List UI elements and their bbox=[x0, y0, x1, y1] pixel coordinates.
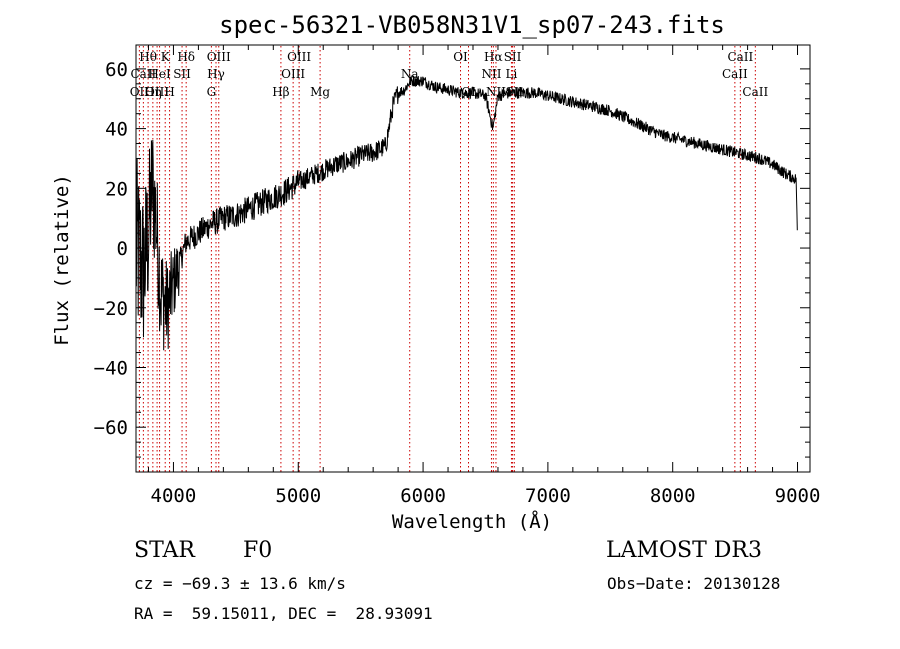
redshift-cz: cz = −69.3 ± 13.6 km/s bbox=[134, 574, 346, 593]
line-label-h: H bbox=[164, 85, 174, 99]
line-label-oiii: OIII bbox=[207, 50, 231, 64]
line-label-oiii: OIII bbox=[145, 85, 169, 99]
coordinates: RA = 59.15011, DEC = 28.93091 bbox=[134, 604, 433, 623]
x-axis: 4000 5000 6000 7000 8000 9000 bbox=[147, 45, 821, 507]
line-label-sii: SII bbox=[504, 50, 522, 64]
x-tick-label: 4000 bbox=[151, 485, 197, 507]
y-tick-label: 60 bbox=[105, 59, 128, 81]
survey-name: LAMOST DR3 bbox=[606, 538, 762, 563]
x-axis-label: Wavelength (Å) bbox=[392, 510, 552, 533]
y-tick-label: 20 bbox=[105, 178, 128, 200]
x-tick-label: 6000 bbox=[400, 485, 446, 507]
y-tick-label: −20 bbox=[94, 298, 128, 320]
line-label-hα: Hα bbox=[484, 50, 503, 64]
y-axis-label: Flux (relative) bbox=[51, 174, 73, 346]
y-tick-label: 40 bbox=[105, 119, 128, 141]
object-class: STAR bbox=[134, 538, 195, 563]
line-label-hβ: Hβ bbox=[272, 85, 289, 99]
line-label-hδ: Hδ bbox=[177, 50, 195, 64]
observation-date: Obs−Date: 20130128 bbox=[607, 574, 781, 593]
y-axis: −60 −40 −20 0 20 40 60 bbox=[94, 59, 810, 458]
line-label-caii: CaII bbox=[742, 85, 768, 99]
line-label-k: K bbox=[161, 50, 171, 64]
x-tick-label: 9000 bbox=[775, 485, 821, 507]
line-label-caii: CaII bbox=[727, 50, 753, 64]
y-tick-label: −60 bbox=[94, 417, 128, 439]
spectrum-line bbox=[135, 75, 798, 351]
plot-frame bbox=[135, 44, 811, 473]
object-subclass: F0 bbox=[243, 538, 273, 563]
line-label-na: Na bbox=[401, 67, 419, 81]
emission-line-markers bbox=[138, 46, 756, 472]
y-tick-label: 0 bbox=[117, 238, 128, 260]
line-label-mg: Mg bbox=[310, 85, 330, 99]
line-label-g: G bbox=[207, 85, 217, 99]
line-label-oi: OI bbox=[453, 50, 468, 64]
x-tick-label: 5000 bbox=[275, 485, 321, 507]
y-tick-label: −40 bbox=[94, 357, 128, 379]
line-label-li: Li bbox=[506, 67, 518, 81]
line-label-sii: SII bbox=[173, 67, 191, 81]
line-label-oiii: OIII bbox=[281, 67, 305, 81]
line-label-hei: HeI bbox=[148, 67, 171, 81]
line-label-oiii: OIII bbox=[287, 50, 311, 64]
line-label-hη: Hη bbox=[144, 85, 162, 99]
x-tick-label: 7000 bbox=[525, 485, 571, 507]
line-label-oii: OII bbox=[130, 85, 150, 99]
line-label-caii: CaII bbox=[722, 67, 748, 81]
chart-title: spec-56321-VB058N31V1_sp07-243.fits bbox=[219, 11, 725, 39]
line-label-nii: NII bbox=[481, 67, 501, 81]
line-label-hθ: Hθ bbox=[139, 50, 157, 64]
x-tick-label: 8000 bbox=[650, 485, 696, 507]
line-label-hγ: Hγ bbox=[207, 67, 225, 81]
line-label-caii: CaII bbox=[130, 67, 156, 81]
